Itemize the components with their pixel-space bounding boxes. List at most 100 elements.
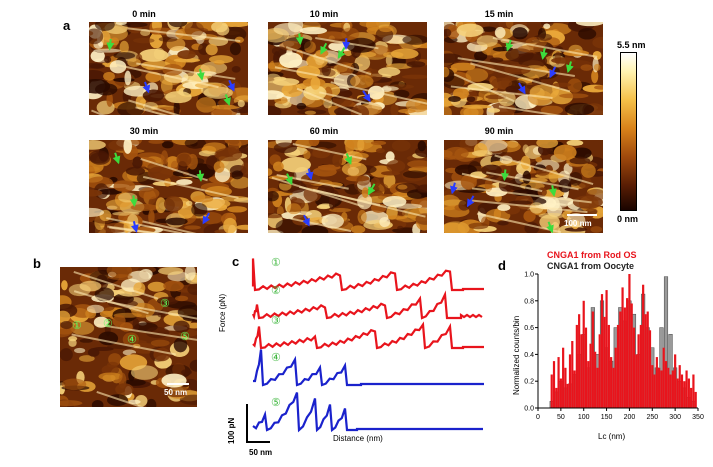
histogram-bar-rod [660,370,663,408]
afm-image-frame [89,140,248,233]
distance-axis-label: Distance (nm) [333,434,383,443]
height-colorbar [620,52,637,211]
histogram-bar-rod [623,307,626,408]
histogram-bar-rod [671,370,674,408]
histogram-bar-rod [674,354,677,408]
curve-marker: ② [271,285,281,297]
histogram-bar-rod [559,378,562,408]
histogram-bar-rod [557,357,560,408]
molecule-marker: ④ [127,334,137,346]
histogram-bar-rod [628,274,631,408]
histogram-bar-rod [646,311,649,408]
force-curve-line [253,349,484,387]
histogram-bar-rod [687,378,690,408]
molecule-marker: ① [72,320,82,332]
afm-image-frame [89,22,248,115]
curve-marker: ① [271,257,281,269]
y-tick-label: 0.8 [524,298,534,305]
afm-image-single-molecules [60,267,197,407]
panel-c-label: c [232,254,240,269]
histogram-bar-rod [655,357,658,408]
histogram-bar-rod [582,300,585,408]
panel-d-label: d [498,258,506,273]
force-scale-label: 100 pN [227,417,236,444]
histogram-bar-rod [575,324,578,408]
histogram-bar-rod [596,367,599,408]
histogram-bar-rod [630,303,633,408]
scale-bar [567,214,597,216]
histogram-bar-rod [573,370,576,408]
histogram-bar-rod [680,374,684,408]
histogram-bar-rod [644,314,647,408]
y-tick-label: 0.0 [524,406,534,413]
histogram-bar-rod [578,314,581,408]
x-tick-label: 0 [536,414,540,421]
histogram-bar-rod [685,370,688,408]
molecule-marker: ② [103,318,113,330]
frame-time-label: 10 min [309,9,339,19]
scale-bar-label: 50 nm [164,388,188,397]
curve-marker: ④ [271,352,281,364]
histogram-bar-rod [562,347,565,408]
legend-oocyte: CNGA1 from Oocyte [547,261,635,271]
curve-marker: ⑤ [271,397,281,409]
y-tick-label: 0.6 [524,325,534,332]
histogram-bar-rod [607,324,610,408]
histogram-bar-rod [637,334,640,408]
histogram-bar-rod [621,287,624,408]
histogram-bar-rod [658,367,661,408]
histogram-bar-rod [552,361,556,408]
colorbar-min-label: 0 nm [617,214,639,224]
histogram-bar-rod [566,383,569,408]
curve-marker: ③ [271,315,281,327]
histogram-bar-rod [616,324,620,408]
molecule-marker: ③ [160,298,170,310]
panel-b-label: b [33,256,41,271]
histogram-bar-rod [642,284,645,408]
histogram-bar-rod [594,351,597,408]
histogram-bar-rod [571,341,574,408]
colorbar-max-label: 5.5 nm [617,40,646,50]
x-tick-label: 250 [646,414,658,421]
y-tick-label: 0.2 [524,379,534,386]
histogram-bar-rod [626,298,629,408]
x-tick-label: 50 [557,414,565,421]
histogram-bar-rod [610,357,613,408]
y-tick-label: 1.0 [524,272,534,279]
histogram-bar-rod [605,290,608,408]
afm-image-frame [444,140,603,233]
x-tick-label: 200 [624,414,636,421]
histogram-bar-rod [580,334,583,408]
y-tick-label: 0.4 [524,352,534,359]
scale-bar-label: 100 nm [564,219,592,228]
frame-time-label: 90 min [484,126,514,136]
x-tick-label: 150 [601,414,613,421]
histogram-bar-rod [632,327,636,408]
histogram-bar-rod [587,361,590,408]
histogram-bar-rod [603,316,606,408]
histogram-bar-rod [639,324,642,408]
histogram-bar-rod [678,365,681,408]
panel-a-label: a [63,18,71,33]
histogram-bar-rod [598,334,601,408]
histogram-bar-rod [584,327,588,408]
afm-image-frame [268,22,427,115]
frame-time-label: 30 min [129,126,159,136]
histogram-bar-rod [600,294,604,408]
force-curve-line [252,392,483,433]
frame-time-label: 15 min [484,9,514,19]
afm-image-frame [268,140,427,233]
histogram-bar-rod [550,374,553,408]
force-curve-line [251,290,483,321]
force-scale-bar [246,404,248,442]
frame-time-label: 60 min [309,126,339,136]
molecule-marker: ⑤ [180,331,190,343]
histogram-bar-rod [676,378,679,408]
histogram-bar-rod [683,381,686,408]
distance-scale-bar [246,441,270,443]
histogram-bar-rod [614,347,617,408]
histogram-bar-rod [690,387,693,408]
histogram-bar-rod [694,391,697,408]
force-curve-line [251,258,484,292]
force-curves: ① ② ③ ④ ⑤ [251,257,484,433]
